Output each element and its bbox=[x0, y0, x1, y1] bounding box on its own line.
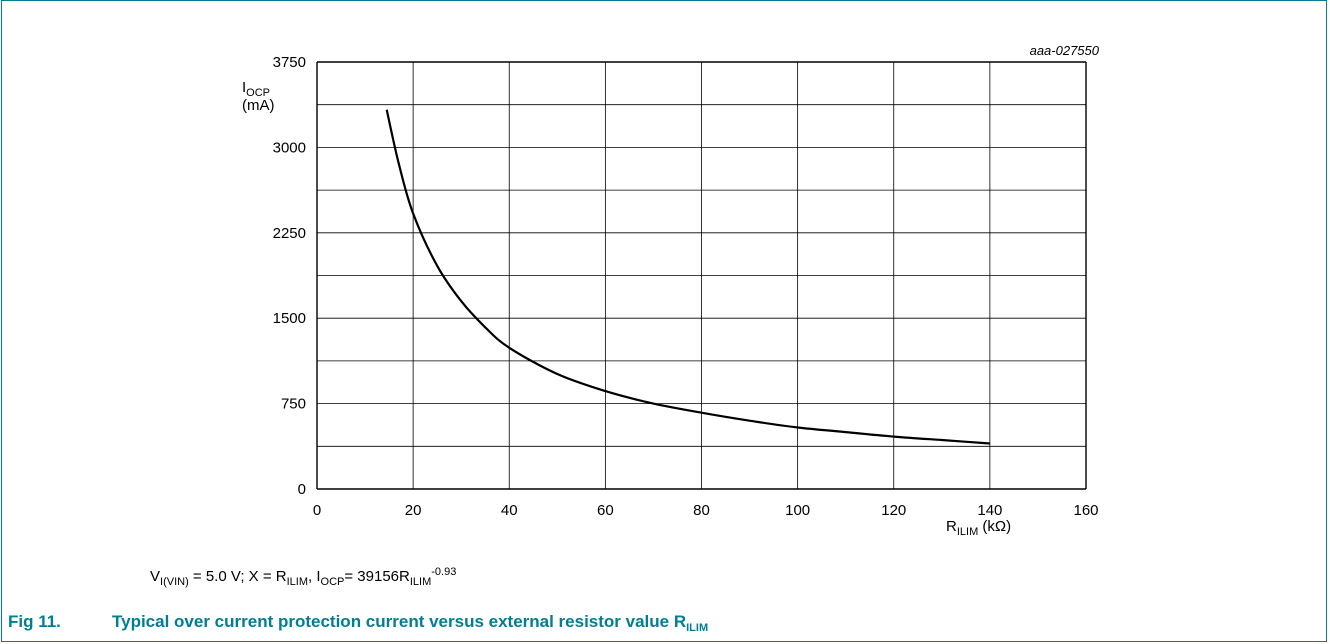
conditions-note: VI(VIN) = 5.0 V; X = RILIM, IOCP= 39156R… bbox=[150, 566, 457, 588]
y-tick-label: 0 bbox=[298, 481, 306, 498]
y-axis-unit: (mA) bbox=[242, 97, 275, 114]
x-tick-label: 140 bbox=[977, 502, 1002, 519]
y-axis-label: IOCP bbox=[242, 79, 270, 99]
y-tick-label: 750 bbox=[281, 396, 306, 413]
y-tick-label: 3750 bbox=[273, 54, 306, 71]
y-tick-label: 1500 bbox=[273, 310, 306, 327]
caption-number: Fig 11. bbox=[8, 612, 61, 631]
x-tick-label: 80 bbox=[693, 502, 710, 519]
figure-code: aaa-027550 bbox=[1030, 43, 1100, 58]
y-tick-label: 2250 bbox=[273, 225, 306, 242]
chart-tick-labels: 0 20 40 60 80 100 120 140 160 0 750 1500 2250 3000 375… bbox=[273, 54, 1099, 519]
x-tick-label: 0 bbox=[313, 502, 321, 519]
x-tick-label: 20 bbox=[405, 502, 422, 519]
x-tick-label: 100 bbox=[785, 502, 810, 519]
chart: 0 20 40 60 80 100 120 140 160 0 750 1500 2250 3000 375… bbox=[242, 43, 1100, 538]
caption-subscript: ILIM bbox=[686, 622, 709, 634]
chart-grid bbox=[316, 61, 1087, 490]
x-tick-label: 120 bbox=[881, 502, 906, 519]
caption-text: Typical over current protection current … bbox=[112, 612, 687, 631]
frame-top-border bbox=[1, 0, 1327, 1]
x-tick-label: 60 bbox=[597, 502, 614, 519]
series-line-iocp bbox=[385, 109, 990, 445]
figure-caption: Fig 11. Typical over current protection c… bbox=[8, 612, 709, 634]
x-axis-label: RILIM (kΩ) bbox=[946, 518, 1011, 538]
x-tick-label: 40 bbox=[501, 502, 518, 519]
y-tick-label: 3000 bbox=[273, 139, 306, 156]
x-tick-label: 160 bbox=[1073, 502, 1098, 519]
